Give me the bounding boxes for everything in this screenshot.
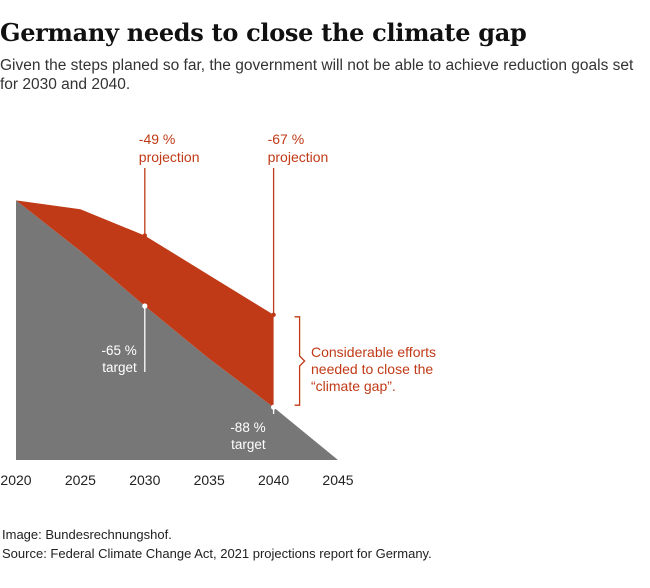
footer-notes: Image: Bundesrechnungshof. Source: Feder… — [2, 525, 432, 563]
x-tick-2035: 2035 — [194, 472, 225, 488]
chart-title: Germany needs to close the climate gap — [0, 18, 527, 47]
label-value-proj2040: -67 % — [268, 131, 305, 147]
marker-proj2030 — [142, 233, 147, 238]
label-value-target2040: -88 % — [230, 420, 265, 435]
gap-note-line-3: “climate gap”. — [311, 378, 396, 394]
x-tick-2025: 2025 — [65, 472, 96, 488]
chart-subtitle: Given the steps planed so far, the gover… — [0, 57, 634, 93]
target-area — [16, 200, 338, 460]
data-markers — [142, 233, 277, 410]
marker-target2030 — [142, 303, 148, 309]
gap-bracket-line — [294, 316, 306, 406]
label-text-proj2040: projection — [268, 149, 329, 165]
label-text-target2030: target — [102, 360, 137, 375]
source-note: Source: Federal Climate Change Act, 2021… — [2, 546, 432, 561]
label-text-target2040: target — [231, 437, 266, 452]
x-tick-2030: 2030 — [129, 472, 160, 488]
label-text-proj2030: projection — [139, 149, 200, 165]
x-tick-2045: 2045 — [322, 472, 353, 488]
gap-note-line-1: Considerable efforts — [311, 344, 436, 360]
x-tick-2020: 2020 — [0, 472, 31, 488]
label-value-proj2030: -49 % — [139, 131, 176, 147]
marker-target2040 — [271, 404, 277, 410]
label-value-target2030: -65 % — [102, 343, 137, 358]
marker-proj2040 — [271, 312, 276, 317]
x-axis-ticks: 2020 2025 2030 2035 2040 2045 — [0, 472, 353, 488]
gap-bracket — [294, 316, 306, 406]
gap-note-line-2: needed to close the — [311, 361, 433, 377]
annotation-labels: -49 % projection -67 % projection -65 % targe… — [102, 131, 329, 452]
image-credit: Image: Bundesrechnungshof. — [2, 527, 172, 542]
x-tick-2040: 2040 — [258, 472, 289, 488]
